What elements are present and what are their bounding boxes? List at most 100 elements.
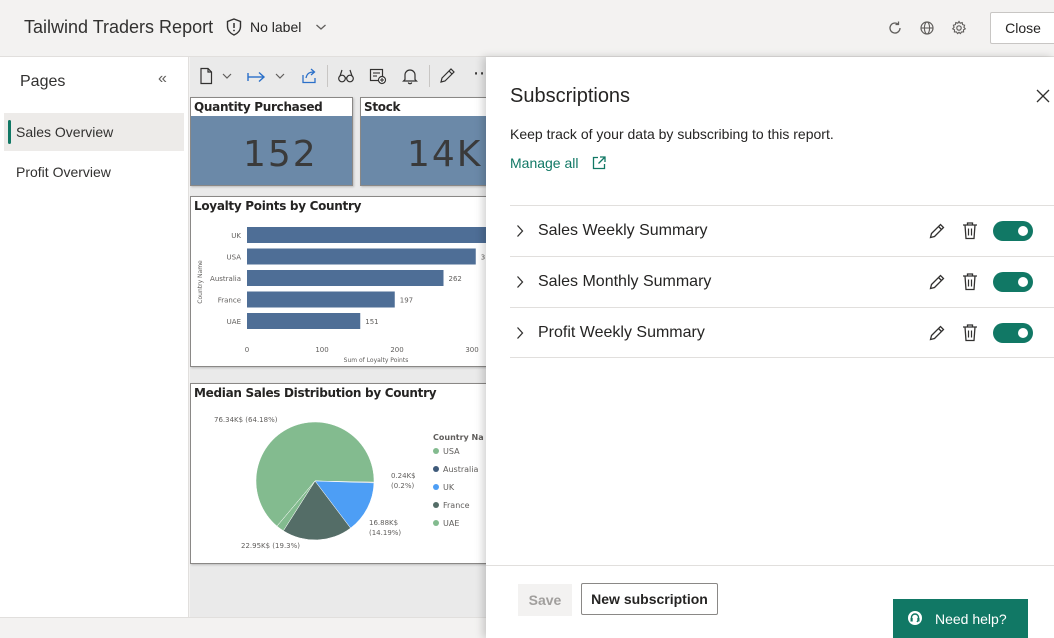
kpi-title: Quantity Purchased bbox=[194, 100, 323, 114]
open-external-icon bbox=[592, 156, 606, 170]
bar-chart-tile[interactable]: Loyalty Points by Country 0 100 200 300 UK US… bbox=[190, 196, 500, 367]
panel-description: Keep track of your data by subscribing t… bbox=[510, 126, 834, 142]
bar[interactable] bbox=[247, 291, 395, 308]
subscriptions-panel: Subscriptions Keep track of your data by… bbox=[486, 57, 1054, 638]
sensitivity-label-text: No label bbox=[250, 19, 302, 35]
bar[interactable] bbox=[247, 313, 361, 329]
subscription-toggle[interactable] bbox=[993, 272, 1033, 292]
kpi-value: 152 bbox=[243, 134, 318, 175]
y-tick-label: USA bbox=[227, 254, 242, 262]
bar[interactable] bbox=[247, 248, 476, 265]
chevron-right-icon[interactable] bbox=[516, 275, 524, 289]
bar[interactable] bbox=[247, 227, 487, 243]
slice-label: 22.95K$ (19.3%) bbox=[241, 542, 300, 550]
legend-label[interactable]: UAE bbox=[443, 519, 459, 528]
kpi-card-quantity[interactable]: Quantity Purchased 152 bbox=[190, 97, 353, 186]
slice-label: 0.24K$ bbox=[391, 472, 416, 480]
pencil-icon[interactable] bbox=[438, 67, 456, 85]
headset-icon bbox=[908, 610, 922, 625]
manage-all-link[interactable]: Manage all bbox=[510, 155, 607, 171]
gear-icon[interactable] bbox=[951, 20, 967, 36]
subscription-name: Sales Weekly Summary bbox=[538, 222, 708, 239]
legend-marker bbox=[433, 520, 439, 526]
edit-icon[interactable] bbox=[928, 222, 946, 240]
close-button[interactable]: Close bbox=[990, 12, 1054, 44]
subscription-toggle[interactable] bbox=[993, 323, 1033, 343]
kpi-card-stock[interactable]: Stock 14K bbox=[360, 97, 500, 186]
kpi-title: Stock bbox=[364, 100, 401, 114]
chevron-right-icon[interactable] bbox=[516, 224, 524, 238]
y-tick-label: France bbox=[218, 297, 241, 305]
bar[interactable] bbox=[247, 270, 444, 286]
legend-marker bbox=[433, 484, 439, 490]
data-label: 151 bbox=[365, 318, 378, 326]
binoculars-icon[interactable] bbox=[337, 67, 355, 85]
top-bar: Tailwind Traders Report No label Close bbox=[0, 0, 1054, 57]
report-canvas: ⋯ Quantity Purchased 152 Stock 14K Loyal… bbox=[190, 57, 500, 617]
edit-icon[interactable] bbox=[928, 273, 946, 291]
chart-title: Loyalty Points by Country bbox=[194, 199, 362, 213]
pages-pane: Pages « Sales Overview Profit Overview bbox=[0, 57, 189, 617]
shield-icon bbox=[226, 18, 242, 36]
slice-label: 16.88K$ bbox=[369, 519, 398, 527]
subscription-row[interactable]: Sales Weekly Summary bbox=[510, 205, 1054, 256]
page-item-profit-overview[interactable]: Profit Overview bbox=[16, 164, 111, 180]
x-tick-label: 100 bbox=[315, 346, 328, 354]
bell-icon[interactable] bbox=[402, 67, 418, 85]
close-icon[interactable] bbox=[1036, 89, 1050, 103]
kpi-body: 152 bbox=[191, 116, 352, 185]
y-tick-label: Australia bbox=[210, 275, 241, 283]
x-tick-label: 300 bbox=[465, 346, 478, 354]
x-tick-label: 200 bbox=[390, 346, 403, 354]
new-subscription-button[interactable]: New subscription bbox=[581, 583, 718, 615]
delete-icon[interactable] bbox=[962, 323, 978, 342]
chevron-down-icon[interactable] bbox=[222, 73, 232, 79]
bar-chart: 0 100 200 300 UK USA 3 Australia 262 France 197 UAE… bbox=[197, 227, 487, 364]
pie-slice[interactable] bbox=[283, 480, 351, 541]
subscription-toggle[interactable] bbox=[993, 221, 1033, 241]
collapse-pane-icon[interactable]: « bbox=[158, 70, 167, 87]
share-icon[interactable] bbox=[300, 67, 318, 85]
y-axis-label: Country Name bbox=[197, 260, 204, 304]
slice-label: (0.2%) bbox=[391, 482, 415, 490]
x-axis-label: Sum of Loyalty Points bbox=[344, 357, 409, 364]
panel-footer: Save New subscription bbox=[486, 565, 1054, 638]
delete-icon[interactable] bbox=[962, 272, 978, 291]
save-button[interactable]: Save bbox=[518, 584, 572, 616]
sensitivity-label-dropdown[interactable]: No label bbox=[226, 18, 327, 36]
legend-label[interactable]: UK bbox=[443, 483, 455, 492]
kpi-value: 14K bbox=[407, 134, 483, 175]
export-arrow-icon[interactable] bbox=[247, 71, 267, 83]
pie-slice[interactable] bbox=[276, 480, 316, 532]
need-help-button[interactable]: Need help? bbox=[893, 599, 1028, 638]
pages-title: Pages bbox=[20, 73, 66, 90]
refresh-icon[interactable] bbox=[887, 20, 903, 36]
legend-marker bbox=[433, 448, 439, 454]
x-tick-label: 0 bbox=[245, 346, 249, 354]
subscribe-icon[interactable] bbox=[369, 67, 387, 85]
slice-label: (14.19%) bbox=[369, 529, 401, 537]
page-item-sales-overview[interactable]: Sales Overview bbox=[4, 113, 184, 151]
legend-label[interactable]: France bbox=[443, 501, 470, 510]
file-icon[interactable] bbox=[198, 67, 214, 85]
y-tick-label: UK bbox=[231, 232, 241, 240]
legend-label[interactable]: Australia bbox=[443, 465, 478, 474]
need-help-label: Need help? bbox=[935, 610, 1007, 627]
legend-label[interactable]: USA bbox=[443, 447, 460, 456]
chart-title: Median Sales Distribution by Country bbox=[194, 386, 437, 400]
chevron-down-icon[interactable] bbox=[275, 73, 285, 79]
legend-marker bbox=[433, 502, 439, 508]
pie-chart: 76.34K$ (64.18%) 0.24K$ (0.2%) 16.88K$ (14.1… bbox=[214, 416, 484, 550]
data-label: 262 bbox=[449, 275, 462, 283]
edit-icon[interactable] bbox=[928, 324, 946, 342]
subscription-row[interactable]: Profit Weekly Summary bbox=[510, 307, 1054, 358]
pie-slice[interactable] bbox=[255, 421, 375, 527]
globe-icon[interactable] bbox=[919, 20, 935, 36]
y-tick-label: UAE bbox=[227, 318, 241, 326]
pie-slice[interactable] bbox=[314, 480, 375, 529]
delete-icon[interactable] bbox=[962, 221, 978, 240]
subscription-row[interactable]: Sales Monthly Summary bbox=[510, 256, 1054, 307]
pie-chart-tile[interactable]: Median Sales Distribution by Country 76.… bbox=[190, 383, 500, 564]
data-label: 197 bbox=[400, 297, 413, 305]
chevron-right-icon[interactable] bbox=[516, 326, 524, 340]
